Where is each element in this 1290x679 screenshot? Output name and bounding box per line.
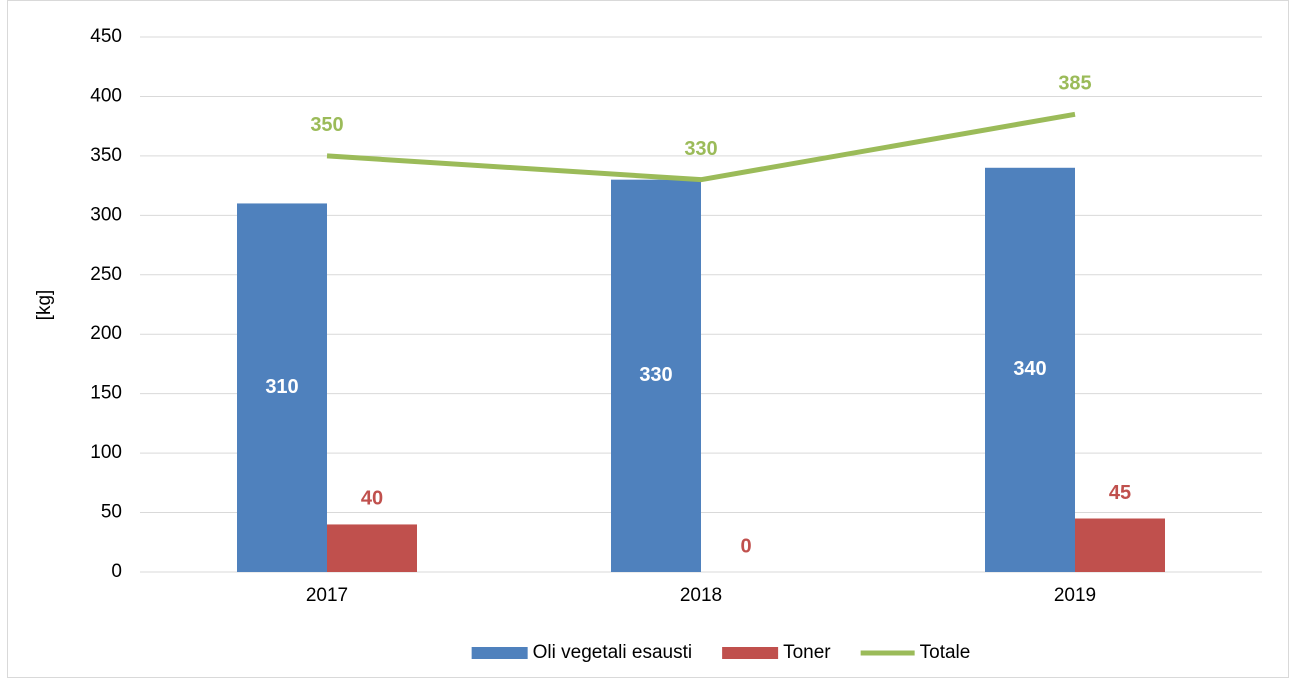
data-label: 310 xyxy=(265,376,298,398)
data-label: 45 xyxy=(1109,482,1131,504)
data-label: 385 xyxy=(1058,73,1091,95)
y-axis-label: [kg] xyxy=(34,290,55,321)
data-label: 340 xyxy=(1013,358,1046,380)
legend-label: Toner xyxy=(783,642,831,663)
bar xyxy=(985,167,1075,572)
bar xyxy=(237,203,327,572)
x-tick-label: 2018 xyxy=(680,585,722,606)
legend-label: Oli vegetali esausti xyxy=(533,642,692,663)
y-tick-label: 400 xyxy=(90,85,122,106)
bar xyxy=(1075,518,1165,572)
bar xyxy=(611,179,701,572)
y-tick-label: 300 xyxy=(90,204,122,225)
line xyxy=(326,111,1076,183)
data-label: 330 xyxy=(684,138,717,160)
data-label: 0 xyxy=(740,535,751,557)
y-tick-label: 150 xyxy=(90,383,122,404)
x-tick-label: 2019 xyxy=(1054,585,1096,606)
data-label: 330 xyxy=(639,364,672,386)
x-tick-label: 2017 xyxy=(306,585,348,606)
bar xyxy=(327,524,417,572)
y-tick-label: 200 xyxy=(90,323,122,344)
data-label: 350 xyxy=(310,114,343,136)
data-label: 40 xyxy=(361,488,383,510)
y-tick-label: 350 xyxy=(90,145,122,166)
y-tick-label: 50 xyxy=(101,502,122,523)
y-tick-label: 100 xyxy=(90,442,122,463)
legend-swatch xyxy=(722,647,779,659)
y-tick-label: 250 xyxy=(90,264,122,285)
y-tick-label: 0 xyxy=(111,561,122,582)
y-tick-label: 450 xyxy=(90,26,122,47)
legend-label: Totale xyxy=(920,642,971,663)
legend-swatch xyxy=(471,647,528,659)
